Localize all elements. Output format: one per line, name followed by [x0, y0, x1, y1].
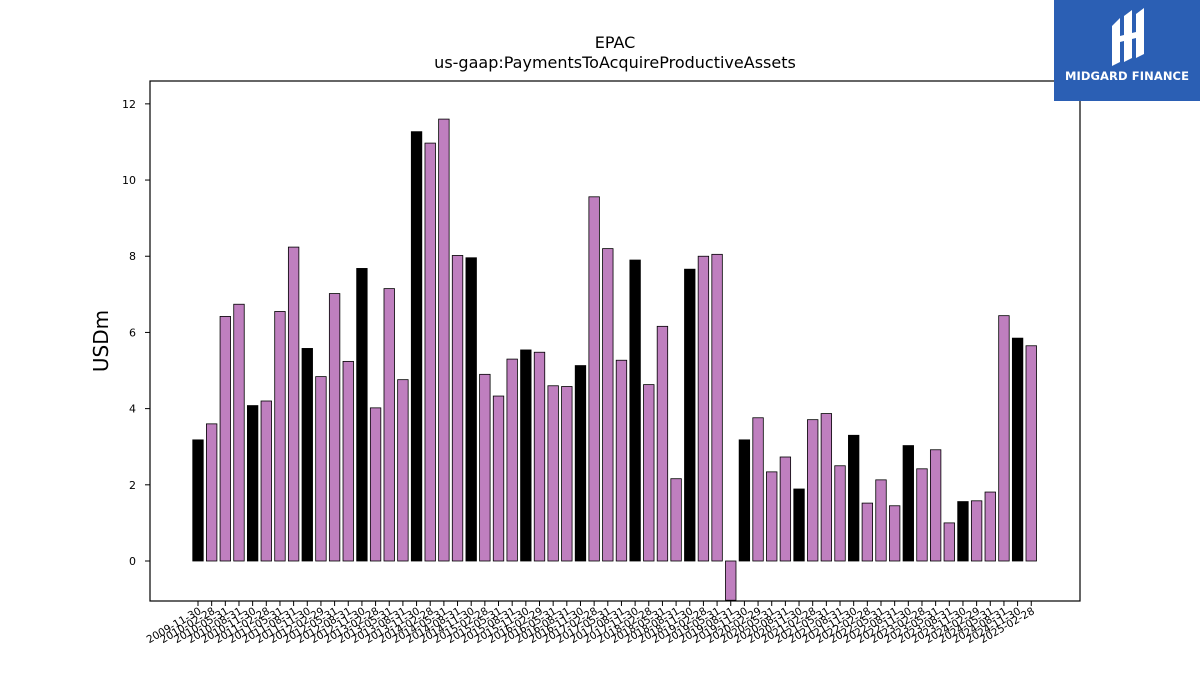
- bar-2013-05-31: [383, 288, 395, 562]
- bar-2009-11-30: [192, 439, 204, 562]
- x-axis-ticks: 2009-11-302010-02-282010-05-312010-08-31…: [145, 601, 1037, 646]
- bar-2015-08-31: [506, 358, 518, 562]
- bar-2011-08-31: [287, 246, 300, 562]
- bar-2023-11-30: [957, 501, 969, 562]
- bar-2010-02-28: [206, 423, 218, 562]
- bar-2025-02-28: [1025, 345, 1037, 562]
- chart-subtitle: us-gaap:PaymentsToAcquireProductiveAsset…: [434, 53, 796, 72]
- bar-2014-02-28: [424, 142, 436, 562]
- bar-2011-02-28: [260, 400, 272, 562]
- bar-2020-02-29: [752, 417, 764, 562]
- bar-2014-05-31: [438, 118, 450, 562]
- chart-title: EPAC: [595, 33, 636, 52]
- bar-2022-05-31: [875, 479, 887, 562]
- bars-group: [192, 118, 1037, 601]
- bar-2011-05-31: [274, 311, 286, 562]
- bar-2021-11-30: [848, 434, 860, 562]
- bar-2014-11-30: [465, 257, 477, 562]
- bar-2022-08-31: [889, 505, 901, 562]
- bar-2015-02-28: [479, 373, 491, 562]
- bar-2010-05-31: [219, 316, 231, 562]
- bar-2019-02-28: [697, 255, 710, 562]
- bar-2018-02-28: [643, 384, 655, 562]
- bar-2020-08-31: [779, 456, 792, 562]
- bar-2017-05-31: [602, 248, 614, 562]
- bar-2018-11-30: [684, 268, 696, 562]
- bar-2016-08-31: [561, 386, 573, 562]
- midgard-finance-logo: MIDGARD FINANCE: [1054, 0, 1200, 101]
- bar-2021-02-28: [807, 419, 819, 562]
- bar-2018-08-31: [670, 478, 682, 562]
- y-tick-label: 10: [122, 174, 136, 187]
- logo-text: MIDGARD FINANCE: [1064, 69, 1190, 83]
- bar-2014-08-31: [451, 255, 464, 562]
- y-tick-label: 2: [129, 479, 136, 492]
- plot-frame: [149, 80, 1081, 602]
- bar-2020-11-30: [793, 488, 805, 562]
- bar-2022-11-30: [902, 445, 914, 562]
- bar-2021-05-31: [820, 413, 833, 562]
- bar-2017-11-30: [629, 259, 641, 562]
- y-axis-label: USDm: [89, 310, 113, 372]
- bar-2019-11-30: [738, 439, 751, 562]
- bar-2012-11-30: [356, 268, 368, 562]
- bar-2023-08-31: [943, 522, 955, 562]
- bar-2017-08-31: [615, 359, 628, 562]
- y-tick-label: 0: [129, 555, 136, 568]
- y-tick-label: 4: [129, 403, 136, 416]
- bar-2016-11-30: [574, 365, 587, 562]
- bar-2011-11-30: [301, 348, 313, 562]
- bar-2012-02-29: [315, 376, 327, 562]
- bar-2024-02-29: [970, 500, 983, 562]
- bar-2021-08-31: [834, 465, 846, 562]
- bar-2019-05-31: [711, 253, 723, 562]
- bar-2020-05-31: [766, 471, 778, 562]
- y-tick-label: 8: [129, 250, 136, 263]
- y-axis-ticks: 0 2 4 6 8 10 12: [122, 98, 150, 568]
- bar-2013-02-28: [369, 407, 382, 562]
- bar-2023-02-28: [916, 468, 928, 562]
- bar-2022-02-28: [861, 502, 873, 562]
- bar-2019-08-31: [725, 560, 737, 601]
- bar-2010-08-31: [233, 303, 245, 562]
- bar-2016-02-29: [533, 351, 546, 562]
- y-tick-label: 6: [129, 326, 136, 339]
- bar-2016-05-31: [547, 385, 559, 562]
- bar-2024-11-30: [1011, 337, 1024, 562]
- bar-2015-11-30: [520, 349, 532, 562]
- midgard-logo-icon: [1112, 8, 1144, 66]
- bar-2018-05-31: [656, 325, 669, 562]
- y-tick-label: 12: [122, 98, 136, 111]
- bar-2023-05-31: [929, 449, 942, 562]
- bar-2017-02-28: [588, 196, 600, 562]
- bar-2013-11-30: [410, 131, 423, 562]
- bar-2024-08-31: [998, 315, 1010, 562]
- bar-2012-05-31: [328, 293, 341, 562]
- bar-2015-05-31: [492, 395, 505, 562]
- bar-2010-11-30: [246, 405, 259, 562]
- bar-2024-05-31: [984, 491, 996, 562]
- bar-2013-08-31: [397, 379, 409, 562]
- bar-2012-08-31: [342, 360, 354, 562]
